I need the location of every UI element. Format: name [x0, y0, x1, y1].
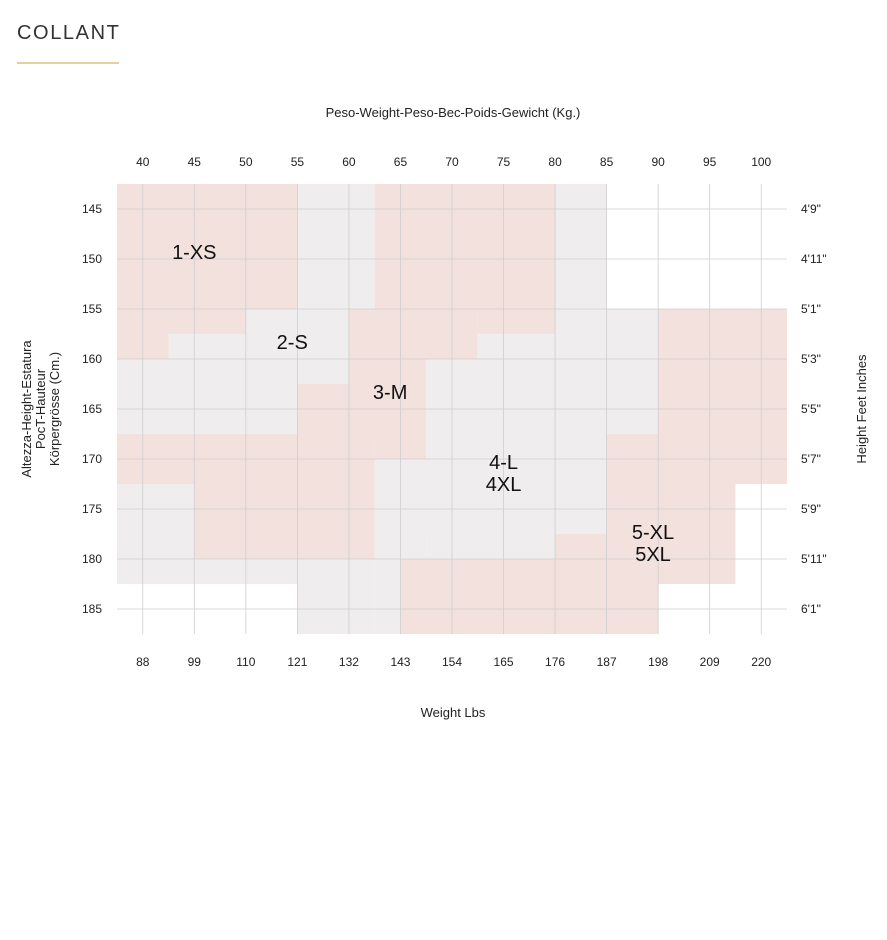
- size-zone-cell: [426, 534, 556, 559]
- size-zone-cell: [606, 459, 787, 484]
- y-tick-cm: 160: [82, 352, 102, 366]
- size-zone-cell: [477, 309, 556, 334]
- y-tick-cm: 145: [82, 202, 102, 216]
- size-zones: [117, 184, 787, 634]
- size-zone-cell: [323, 359, 349, 384]
- size-zone-cell: [658, 309, 787, 459]
- size-zone-cell: [555, 534, 736, 559]
- x-axis-label: Weight Lbs: [421, 705, 486, 720]
- y-axis-label-right: Height Feet Inches: [854, 354, 869, 464]
- y-axis-label-line: PocT-Hauteur: [33, 368, 48, 449]
- x-tick-kg: 65: [394, 155, 408, 169]
- size-label: 5-XL 5XL: [632, 522, 674, 566]
- y-tick-cm: 175: [82, 502, 102, 516]
- y-tick-feet: 4'9": [801, 202, 821, 216]
- size-zone-cell: [606, 434, 659, 459]
- x-tick-lbs: 88: [136, 655, 150, 669]
- x-tick-kg: 90: [651, 155, 665, 169]
- chart-title: Peso-Weight-Peso-Bec-Poids-Gewicht (Kg.): [326, 105, 581, 120]
- x-tick-lbs: 110: [236, 655, 255, 669]
- size-zone-cell: [374, 459, 607, 484]
- size-zone-cell: [374, 559, 401, 634]
- x-tick-kg: 70: [445, 155, 459, 169]
- size-zone-cell: [194, 484, 375, 559]
- size-zone-cell: [297, 559, 375, 634]
- x-tick-kg: 50: [239, 155, 253, 169]
- y-tick-cm: 165: [82, 402, 102, 416]
- x-tick-lbs: 198: [648, 655, 668, 669]
- x-tick-lbs: 99: [188, 655, 202, 669]
- x-tick-kg: 75: [497, 155, 511, 169]
- size-zone-cell: [400, 559, 659, 634]
- size-zone-cell: [117, 484, 195, 584]
- size-zone-cell: [297, 184, 375, 309]
- size-zone-cell: [194, 459, 375, 484]
- x-tick-lbs: 132: [339, 655, 359, 669]
- size-label: 1-XS: [172, 242, 216, 264]
- x-tick-lbs: 154: [442, 655, 462, 669]
- x-tick-kg: 85: [600, 155, 614, 169]
- x-tick-kg: 80: [548, 155, 562, 169]
- y-axis-label-line: Altezza-Height-Estatura: [19, 340, 34, 478]
- size-zone-cell: [297, 434, 375, 459]
- x-tick-kg: 100: [751, 155, 771, 169]
- size-zone-cell: [426, 359, 659, 434]
- size-label: 3-M: [373, 382, 407, 404]
- size-zone-cell: [555, 184, 607, 309]
- y-tick-cm: 155: [82, 302, 102, 316]
- y-tick-feet: 5'3": [801, 352, 821, 366]
- size-zone-cell: [168, 334, 246, 359]
- y-tick-cm: 150: [82, 252, 102, 266]
- tick-labels: 40 45 50 55 60 65 70 75 80 85 90 95 100 88 99 110 121 132…: [82, 155, 827, 669]
- x-tick-kg: 95: [703, 155, 717, 169]
- y-tick-cm: 180: [82, 552, 102, 566]
- y-tick-feet: 5'7": [801, 452, 821, 466]
- size-label: 4-L 4XL: [486, 452, 522, 496]
- x-tick-kg: 40: [136, 155, 150, 169]
- y-tick-feet: 6'1": [801, 602, 821, 616]
- x-tick-kg: 60: [342, 155, 356, 169]
- x-tick-lbs: 176: [545, 655, 565, 669]
- size-zone-cell: [117, 184, 298, 309]
- size-zone-cell: [117, 359, 298, 434]
- x-tick-lbs: 165: [494, 655, 514, 669]
- x-tick-kg: 55: [291, 155, 305, 169]
- size-labels: 1-XS 2-S 3-M 4-L 4XL 5-XL 5XL: [172, 242, 674, 566]
- y-tick-feet: 4'11": [801, 252, 827, 266]
- y-tick-cm: 170: [82, 452, 102, 466]
- y-axis-label-line: Körpergrösse (Cm.): [47, 352, 62, 466]
- size-zone-cell: [477, 334, 556, 359]
- size-zone-cell: [348, 359, 427, 434]
- x-tick-lbs: 209: [700, 655, 720, 669]
- x-tick-kg: 45: [188, 155, 202, 169]
- size-zone-cell: [374, 184, 556, 309]
- heading-underline: [17, 62, 119, 64]
- size-label: 2-S: [277, 332, 308, 354]
- x-tick-lbs: 143: [390, 655, 410, 669]
- size-zone-cell: [426, 434, 607, 459]
- y-tick-feet: 5'1": [801, 302, 821, 316]
- y-tick-cm: 185: [82, 602, 102, 616]
- x-tick-lbs: 187: [597, 655, 617, 669]
- page-heading: COLLANT: [17, 22, 121, 44]
- size-zone-cell: [658, 559, 736, 584]
- x-tick-lbs: 220: [751, 655, 771, 669]
- y-axis-label-left: Altezza-Height-Estatura PocT-Hauteur Kör…: [19, 340, 62, 478]
- size-zone-cell: [348, 309, 478, 359]
- size-zone-cell: [117, 434, 298, 459]
- size-zone-cell: [297, 359, 324, 384]
- y-tick-feet: 5'5": [801, 402, 821, 416]
- size-zone-cell: [117, 459, 195, 484]
- size-zone-cell: [168, 309, 246, 334]
- x-tick-lbs: 121: [287, 655, 307, 669]
- y-tick-feet: 5'9": [801, 502, 821, 516]
- chart-grid: [117, 184, 787, 634]
- y-tick-feet: 5'11": [801, 552, 827, 566]
